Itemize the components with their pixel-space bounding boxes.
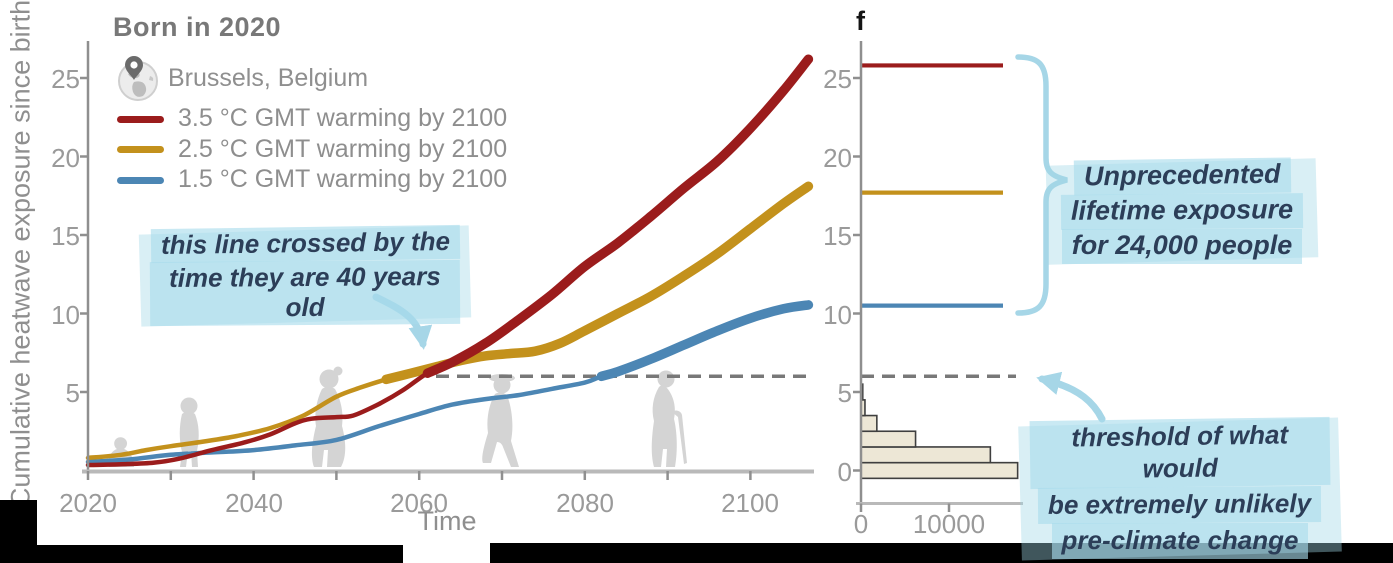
x-tick-label: 2040 xyxy=(225,488,283,518)
annotation-line: this line crossed by the xyxy=(150,224,460,264)
legend-item-label: 3.5 °C GMT warming by 2100 xyxy=(178,104,508,132)
legend-swatch xyxy=(117,177,164,184)
series-line-thick xyxy=(422,54,814,378)
y-tick-label: 10 xyxy=(823,300,852,330)
panel-f-label: f xyxy=(856,6,865,36)
globe-with-pin-icon xyxy=(118,56,158,101)
annotation-line: for 24,000 people xyxy=(1061,229,1303,264)
annotation-threshold: threshold of what would be extremely unli… xyxy=(1029,416,1331,559)
x-axis-title: Time xyxy=(417,506,477,536)
black-bar-bottom-left xyxy=(0,545,403,563)
silhouette-older-woman-walking xyxy=(482,374,519,467)
y-tick-label: 5 xyxy=(837,378,852,408)
y-tick-label: 25 xyxy=(823,64,852,94)
histogram-bar xyxy=(860,446,992,464)
annotation-unprecedented: Unprecedented lifetime exposure for 24,000… xyxy=(1057,157,1307,264)
threshold-arrow xyxy=(1036,371,1106,423)
y-tick-label: 20 xyxy=(51,143,80,173)
y-tick-label: 0 xyxy=(837,457,852,487)
right-panel xyxy=(853,41,1106,512)
y-tick-label: 5 xyxy=(65,378,80,408)
annotation-line: be extremely unlikely xyxy=(1038,486,1322,524)
x-tick-label: 2100 xyxy=(721,488,779,518)
legend-swatch xyxy=(117,146,164,153)
x-tick-label: 2020 xyxy=(59,488,117,518)
legend-item-label: 2.5 °C GMT warming by 2100 xyxy=(178,135,508,163)
y-axis-title: Cumulative heatwave exposure since birth xyxy=(5,0,36,508)
histogram-bar xyxy=(860,461,1019,480)
y-tick-label: 15 xyxy=(51,221,80,251)
histogram-bar xyxy=(860,430,917,448)
annotation-crossing: this line crossed by the time they are 40… xyxy=(149,224,461,327)
annotation-line: threshold of what would xyxy=(1029,416,1331,490)
x-tick-label: 10000 xyxy=(912,509,986,539)
y-tick-label: 20 xyxy=(823,143,852,173)
series-line-thick xyxy=(596,300,814,382)
annotation-line: Unprecedented xyxy=(1073,157,1291,196)
histogram-bar xyxy=(860,414,878,433)
figure-title: Born in 2020 xyxy=(113,12,282,42)
annotation-line: pre-climate change xyxy=(1051,523,1309,559)
annotation-line: lifetime exposure xyxy=(1060,193,1304,230)
silhouette-elderly-person-with-cane xyxy=(651,370,687,467)
legend-swatch xyxy=(117,116,164,123)
y-tick-label: 15 xyxy=(823,221,852,251)
x-tick-label: 2060 xyxy=(390,488,448,518)
x-tick-label: 0 xyxy=(853,509,869,539)
annotation-line: time they are 40 years old xyxy=(149,259,461,327)
y-tick-label: 25 xyxy=(51,64,80,94)
legend-item-label: 1.5 °C GMT warming by 2100 xyxy=(178,165,508,193)
x-tick-label: 2080 xyxy=(556,488,614,518)
y-tick-label: 10 xyxy=(51,300,80,330)
location-label: Brussels, Belgium xyxy=(168,64,369,92)
